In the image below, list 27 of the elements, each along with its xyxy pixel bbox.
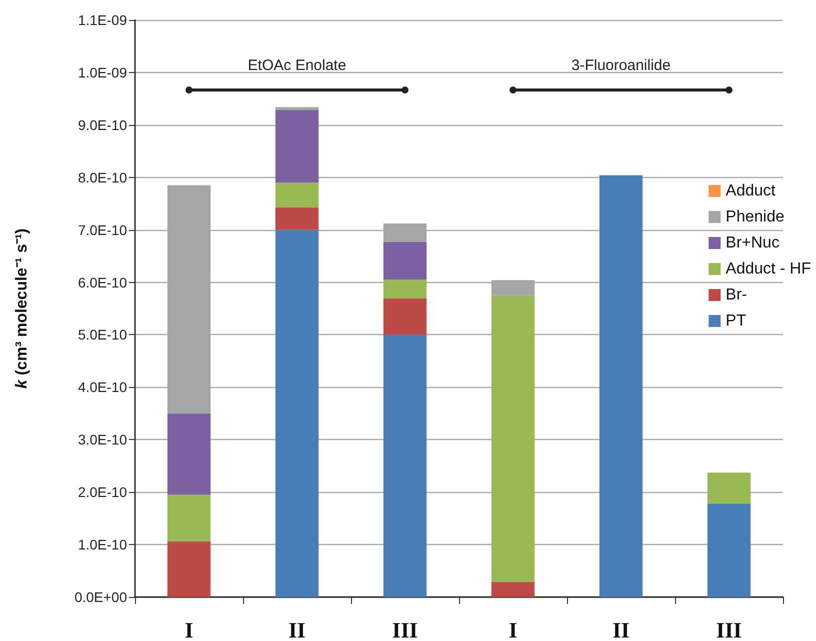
y-tick-label: 1.0E-10 bbox=[78, 536, 128, 553]
y-tick-label: 1.1E-09 bbox=[78, 12, 128, 28]
annotation: EtOAc Enolate bbox=[248, 57, 346, 74]
legend-label: Br- bbox=[726, 286, 747, 304]
y-tick-label: 9.0E-10 bbox=[78, 116, 128, 133]
x-tick-label: II bbox=[612, 618, 630, 641]
y-tick-label: 7.0E-10 bbox=[78, 222, 128, 238]
y-tick-label: 6.0E-10 bbox=[78, 274, 128, 290]
legend-label: Adduct - HF bbox=[726, 260, 812, 278]
y-tick-label: 0.0E+00 bbox=[74, 589, 128, 605]
annotation: 3-Fluoroanilide bbox=[571, 57, 671, 74]
x-tick-label: I bbox=[184, 618, 194, 641]
y-axis-title: k (cm³ molecule⁻¹ s⁻¹) bbox=[14, 228, 30, 389]
y-tick-label: 2.0E-10 bbox=[78, 484, 128, 500]
legend-label: PT bbox=[726, 312, 746, 330]
legend-label: Adduct bbox=[726, 182, 776, 200]
x-tick-label: III bbox=[716, 618, 742, 641]
y-tick-label: 4.0E-10 bbox=[78, 379, 128, 396]
legend-label: Phenide bbox=[726, 208, 784, 226]
y-tick-label: 1.0E-09 bbox=[78, 64, 128, 80]
x-tick-label: II bbox=[288, 618, 306, 641]
y-tick-label: 5.0E-10 bbox=[78, 326, 128, 343]
x-tick-label: I bbox=[508, 618, 518, 641]
x-tick-label: III bbox=[392, 618, 418, 641]
y-tick-label: 3.0E-10 bbox=[78, 432, 128, 448]
y-tick-label: 8.0E-10 bbox=[78, 169, 128, 186]
legend-label: Br+Nuc bbox=[726, 234, 780, 252]
